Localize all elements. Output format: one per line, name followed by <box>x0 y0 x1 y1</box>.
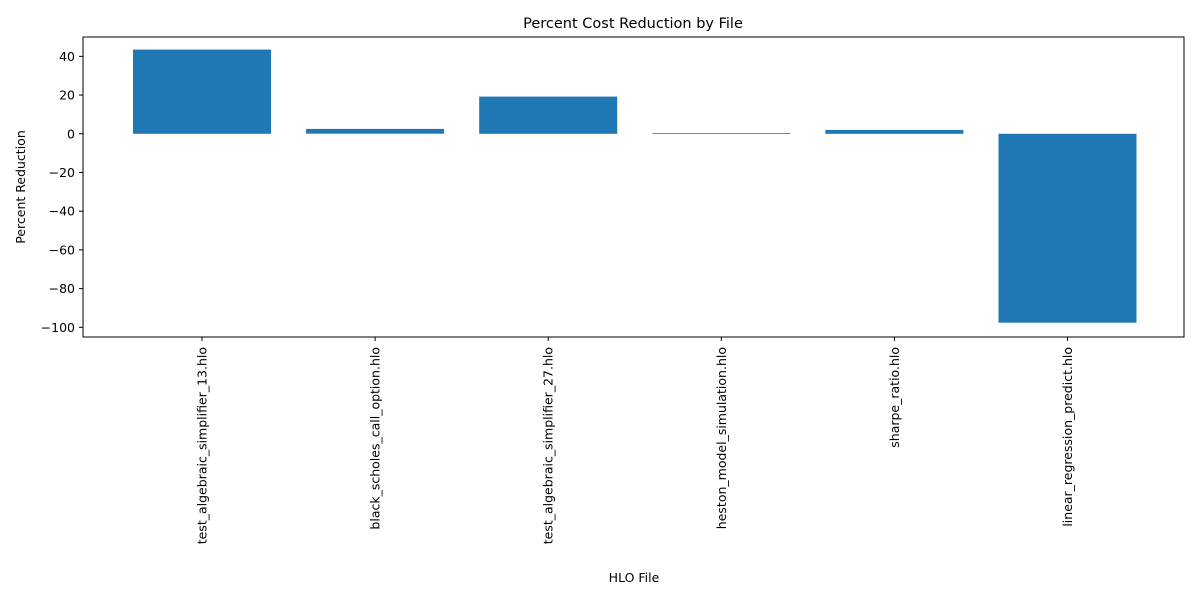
bar-4 <box>652 133 791 134</box>
bar-5 <box>825 129 964 134</box>
x-axis: test_algebraic_simplifier_13.hlo black_sc… <box>195 337 1075 544</box>
x-tick-label: black_scholes_call_option.hlo <box>368 347 383 530</box>
x-tick-label: test_algebraic_simplifier_13.hlo <box>195 347 210 544</box>
y-axis-label: Percent Reduction <box>13 130 28 244</box>
bar-1 <box>133 49 271 134</box>
bar-3 <box>479 96 618 134</box>
bars-layer <box>133 49 1137 323</box>
y-tick-label: 40 <box>59 49 75 64</box>
y-tick-label: 20 <box>59 88 75 103</box>
x-tick-label: linear_regression_predict.hlo <box>1060 347 1075 527</box>
y-tick-label: −100 <box>41 320 75 335</box>
y-tick-label: 0 <box>67 126 75 141</box>
chart-title: Percent Cost Reduction by File <box>523 16 743 32</box>
y-tick-label: −40 <box>49 204 75 219</box>
y-axis: 40 20 0 −20 −40 −60 −80 −100 <box>41 49 83 335</box>
y-tick-label: −80 <box>49 281 75 296</box>
x-tick-label: test_algebraic_simplifier_27.hlo <box>541 347 556 544</box>
bar-2 <box>306 128 445 134</box>
x-axis-label: HLO File <box>609 570 660 585</box>
y-tick-label: −60 <box>49 242 75 257</box>
bar-6 <box>998 133 1137 323</box>
plot-frame <box>82 36 1185 338</box>
x-tick-label: heston_model_simulation.hlo <box>714 347 729 529</box>
x-tick-label: sharpe_ratio.hlo <box>887 347 902 448</box>
y-tick-label: −20 <box>49 165 75 180</box>
